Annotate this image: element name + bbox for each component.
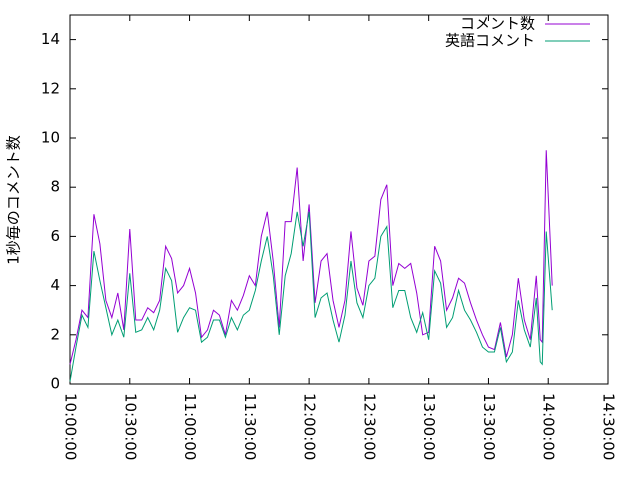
plot-border — [69, 14, 609, 385]
x-tick-label: 10:00:00 — [62, 393, 80, 460]
y-tick-label: 2 — [50, 325, 60, 343]
series-line — [69, 211, 553, 382]
legend-label: 英語コメント — [445, 32, 535, 50]
x-tick-label: 11:30:00 — [241, 393, 259, 460]
y-tick-label: 12 — [41, 79, 60, 97]
y-tick-label: 14 — [41, 30, 60, 48]
x-tick-label: 13:30:00 — [480, 393, 498, 460]
x-tick-label: 10:30:00 — [121, 393, 139, 460]
x-tick-label: 14:30:00 — [600, 393, 618, 460]
y-tick-label: 6 — [50, 227, 60, 245]
x-tick-label: 12:00:00 — [301, 393, 319, 460]
y-tick-label: 4 — [50, 276, 60, 294]
x-tick-label: 13:00:00 — [420, 393, 438, 460]
y-tick-label: 0 — [50, 375, 60, 393]
x-tick-label: 12:30:00 — [360, 393, 378, 460]
series-line — [69, 150, 553, 365]
y-tick-label: 8 — [50, 178, 60, 196]
y-axis-label: 1秒毎のコメント数 — [5, 135, 23, 265]
x-tick-label: 14:00:00 — [540, 393, 558, 460]
y-tick-label: 10 — [41, 129, 60, 147]
legend-label: コメント数 — [460, 15, 535, 33]
x-tick-label: 11:00:00 — [181, 393, 199, 460]
